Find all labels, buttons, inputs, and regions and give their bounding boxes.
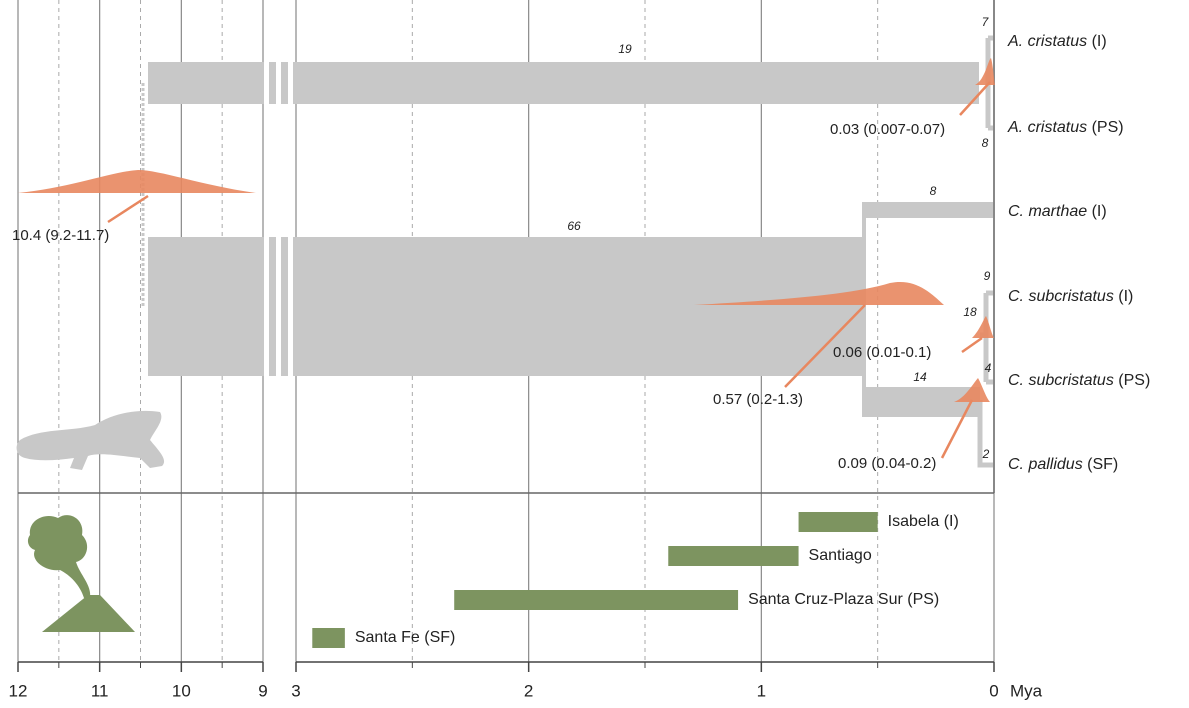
branch-number: 19 bbox=[618, 42, 632, 56]
taxon-label: A. cristatus (I) bbox=[1007, 33, 1107, 50]
taxon-label: A. cristatus (PS) bbox=[1007, 119, 1124, 136]
taxon-label: C. subcristatus (PS) bbox=[1008, 372, 1150, 389]
x-tick-label: 1 bbox=[757, 681, 766, 700]
iguana-icon bbox=[17, 411, 164, 470]
x-tick-label: 11 bbox=[91, 681, 109, 700]
branch bbox=[148, 62, 979, 104]
x-tick-label: 0 bbox=[989, 681, 998, 700]
island-age-bar bbox=[668, 546, 798, 566]
island-label: Santa Cruz-Plaza Sur (PS) bbox=[748, 591, 939, 608]
density bbox=[972, 316, 994, 338]
branch-number: 18 bbox=[963, 305, 977, 319]
taxon-label: C. subcristatus (I) bbox=[1008, 288, 1133, 305]
density bbox=[18, 170, 256, 193]
x-tick-label: 3 bbox=[291, 681, 300, 700]
node-age: 0.57 (0.2-1.3) bbox=[713, 391, 803, 408]
island-age-bar bbox=[799, 512, 878, 532]
axis-unit: Mya bbox=[1010, 681, 1043, 700]
island-age-bar bbox=[312, 628, 345, 648]
x-tick-label: 10 bbox=[172, 681, 191, 700]
branch-number: 8 bbox=[930, 184, 937, 198]
island-label: Isabela (I) bbox=[888, 513, 959, 530]
branch bbox=[862, 202, 994, 218]
island-label: Santiago bbox=[809, 547, 872, 564]
node-age: 0.06 (0.01-0.1) bbox=[833, 344, 931, 361]
axis-break bbox=[264, 55, 293, 385]
branch-number: 8 bbox=[982, 136, 989, 150]
volcano-icon bbox=[42, 595, 135, 632]
node-age: 0.09 (0.04-0.2) bbox=[838, 455, 936, 472]
branch-number: 66 bbox=[567, 219, 581, 233]
x-tick-label: 2 bbox=[524, 681, 533, 700]
x-tick-label: 12 bbox=[9, 681, 28, 700]
figure: A. cristatus (I) A. cristatus (PS) C. ma… bbox=[0, 0, 1189, 708]
node-age: 0.03 (0.007-0.07) bbox=[830, 121, 945, 138]
branch bbox=[862, 210, 866, 417]
branch-number: 7 bbox=[982, 15, 990, 29]
taxon-label: C. marthae (I) bbox=[1008, 203, 1107, 220]
node-age: 10.4 (9.2-11.7) bbox=[12, 227, 109, 244]
x-tick-label: 9 bbox=[258, 681, 267, 700]
branch-number: 4 bbox=[985, 361, 992, 375]
island-label: Santa Fe (SF) bbox=[355, 629, 455, 646]
taxon-label: C. pallidus (SF) bbox=[1008, 456, 1118, 473]
branch-number: 14 bbox=[913, 370, 927, 384]
island-age-bar bbox=[454, 590, 738, 610]
branch-number: 9 bbox=[984, 269, 991, 283]
branch bbox=[148, 237, 863, 376]
branch-number: 2 bbox=[982, 447, 990, 461]
